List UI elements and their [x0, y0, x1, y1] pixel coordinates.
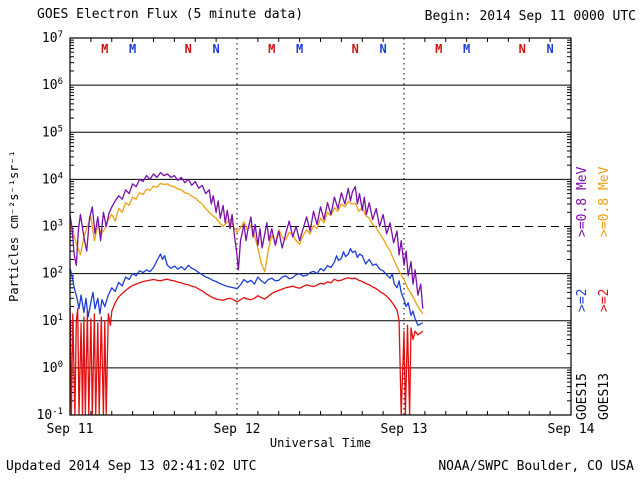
legend-goes15-e2: >=2 — [575, 289, 590, 312]
day-night-marker-n: N — [185, 42, 192, 56]
y-tick-label: 101 — [42, 313, 63, 329]
day-night-marker-n: N — [519, 42, 526, 56]
series-goes15-0.8MeVmev — [70, 171, 424, 309]
day-night-marker-m: M — [463, 42, 470, 56]
day-night-marker-n: N — [352, 42, 359, 56]
x-axis-label: Universal Time — [269, 436, 372, 450]
x-tick-label: Sep 11 — [47, 422, 94, 437]
source-credit: NOAA/SWPC Boulder, CO USA — [438, 459, 634, 474]
day-night-marker-m: M — [435, 42, 442, 56]
plot-frame — [69, 37, 572, 416]
x-tick-label: Sep 14 — [548, 422, 595, 437]
x-tick-label: Sep 12 — [214, 422, 261, 437]
x-tick-label: Sep 13 — [381, 422, 428, 437]
y-tick-label: 102 — [42, 266, 63, 282]
day-night-marker-n: N — [213, 42, 220, 56]
updated-timestamp: Updated 2014 Sep 13 02:41:02 UTC — [6, 459, 257, 474]
day-night-marker-n: N — [380, 42, 387, 56]
legend-goes13-e2: >=2 — [597, 289, 612, 312]
legend-goes15-e08: >=0.8 MeV — [575, 166, 590, 237]
series-goes13-2MeVmev — [70, 277, 424, 415]
legend-goes15-name: GOES15 — [575, 373, 590, 420]
chart-title: GOES Electron Flux (5 minute data) — [37, 7, 304, 22]
day-night-marker-m: M — [268, 42, 275, 56]
y-tick-label: 100 — [42, 360, 63, 376]
y-tick-label: 103 — [42, 219, 63, 235]
y-tick-label: 106 — [42, 77, 63, 93]
day-night-marker-m: M — [101, 42, 108, 56]
day-night-marker-n: N — [547, 42, 554, 56]
begin-timestamp: Begin: 2014 Sep 11 0000 UTC — [424, 9, 636, 24]
day-night-marker-m: M — [296, 42, 303, 56]
legend-goes13-e08: >=0.8 MeV — [597, 166, 612, 237]
y-tick-label: 104 — [42, 171, 63, 187]
y-tick-label: 107 — [42, 30, 63, 46]
legend-goes13-name: GOES13 — [597, 373, 612, 420]
y-tick-label: 10-1 — [37, 407, 64, 423]
y-tick-label: 105 — [42, 124, 63, 140]
day-night-marker-m: M — [129, 42, 136, 56]
series-goes15-2MeVmev — [70, 247, 424, 326]
